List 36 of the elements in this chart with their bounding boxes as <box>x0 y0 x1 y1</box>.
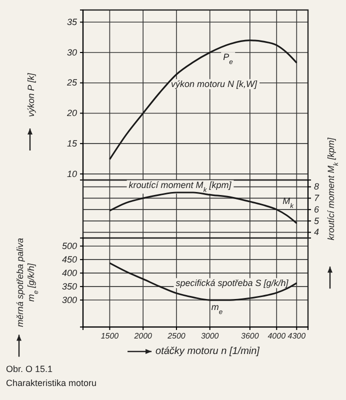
y-tick-label: 10 <box>66 168 77 179</box>
annotation: P$_{e}$ <box>223 52 234 66</box>
x-tick-label: 3000 <box>200 332 220 341</box>
x-tick-label: 2000 <box>133 332 153 341</box>
line-series <box>108 192 298 224</box>
y-tick-label: 300 <box>62 294 77 305</box>
annotation: kroutící moment M$_{k}$ [kpm] <box>128 180 232 194</box>
y-tick-label: 20 <box>66 108 77 118</box>
x-tick-label: 4000 <box>268 332 286 341</box>
x-axis-title: otáčky motoru n [1/min] <box>156 346 260 357</box>
x-tick-label: 4300 <box>288 332 306 341</box>
x-tick-label: 1500 <box>100 332 120 341</box>
x-tick-label: 2500 <box>166 332 186 341</box>
y-tick-label: 30 <box>66 47 77 58</box>
y2-tick-label: 7 <box>314 193 320 204</box>
annotation: specifická spotřeba S [g/k/h] <box>176 278 289 288</box>
y2-tick-label: 5 <box>314 216 320 226</box>
annotation: výkon motoru N [k,W] <box>170 79 258 90</box>
y-tick-label: 15 <box>66 138 78 148</box>
text: Obr. O 15.1 <box>6 364 53 374</box>
y-tick-label: 450 <box>62 254 77 264</box>
y2-tick-label: 8 <box>314 182 320 192</box>
x-tick-label: 3600 <box>241 332 260 341</box>
annotation: m$_{e}$ <box>211 302 223 316</box>
annotation: M$_{k}$ <box>282 196 294 210</box>
y-tick-label: 500 <box>62 240 77 251</box>
y-tick-label: 350 <box>62 281 77 292</box>
line-series <box>108 40 298 160</box>
y-tick-label: 35 <box>66 17 78 28</box>
text: Charakteristika motoru <box>6 378 97 388</box>
y2-tick-label: 4 <box>314 227 320 238</box>
y-axis-title: výkon P [k] <box>26 72 36 117</box>
y-tick-label: 400 <box>62 268 77 278</box>
line-series <box>108 262 298 301</box>
y2-tick-label: 6 <box>314 204 320 214</box>
y-tick-label: 25 <box>66 78 78 88</box>
